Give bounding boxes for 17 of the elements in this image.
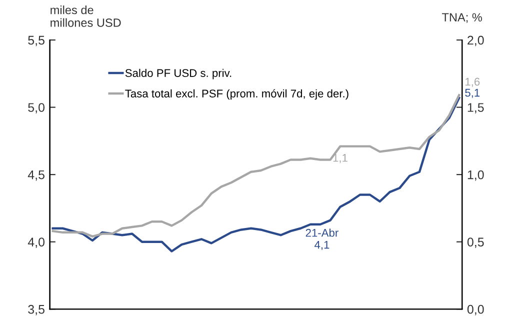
- y-tick-label: 5,0: [28, 103, 45, 114]
- y2-tick-label: 2,0: [468, 36, 484, 46]
- text: 5,1: [465, 88, 480, 98]
- y-tick-label: 3,5: [28, 304, 44, 316]
- y2-tick-label: 1,0: [468, 170, 484, 181]
- y-axis-title: miles de millones USD: [50, 6, 121, 27]
- annotation: 21-Abr 4,1: [306, 228, 338, 250]
- legend-label: Tasa total excl. PSF (prom. móvil 7d, eje der.): [125, 89, 348, 100]
- text: 1,6: [466, 78, 480, 87]
- y2-axis-title: TNA; %: [442, 13, 482, 23]
- y2-tick-label: 1,5: [468, 103, 484, 114]
- y-tick-label: 4,5: [28, 170, 44, 181]
- y-tick-label: 4,0: [28, 238, 45, 248]
- y-tick-label: 5,5: [28, 36, 44, 46]
- y2-tick-label: 0,0: [467, 304, 484, 316]
- legend-label: Saldo PF USD s. priv.: [125, 68, 232, 80]
- y2-tick-label: 0,5: [467, 238, 484, 248]
